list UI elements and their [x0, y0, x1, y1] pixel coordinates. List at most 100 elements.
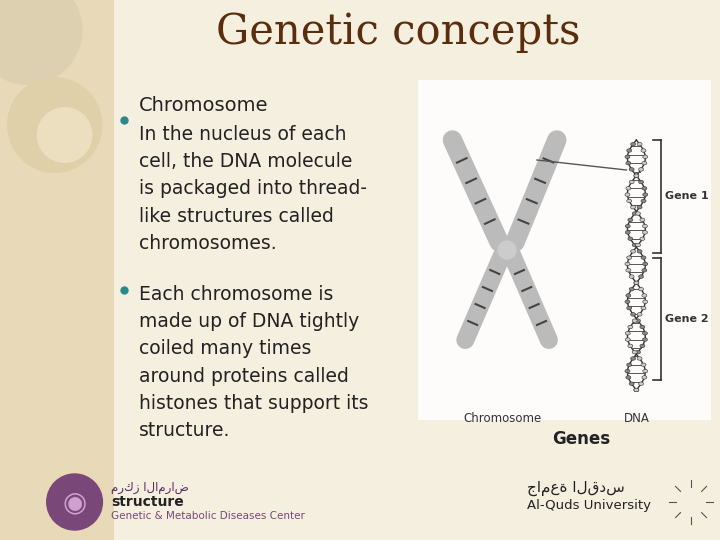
Ellipse shape: [641, 199, 646, 202]
Ellipse shape: [641, 306, 646, 310]
Ellipse shape: [636, 212, 641, 215]
Text: Chromosome: Chromosome: [463, 412, 541, 425]
Text: structure: structure: [112, 495, 184, 509]
Ellipse shape: [632, 212, 637, 215]
Bar: [418, 80, 711, 420]
Ellipse shape: [629, 275, 634, 278]
Ellipse shape: [642, 161, 647, 165]
Ellipse shape: [632, 244, 637, 247]
Ellipse shape: [625, 332, 630, 335]
Ellipse shape: [628, 237, 633, 240]
Ellipse shape: [643, 300, 648, 303]
Text: Each chromosome is
made up of DNA tightly
coiled many times
around proteins call: Each chromosome is made up of DNA tightl…: [139, 285, 369, 440]
Ellipse shape: [628, 325, 633, 329]
Ellipse shape: [631, 206, 636, 209]
Ellipse shape: [628, 344, 633, 348]
Ellipse shape: [625, 225, 630, 228]
Text: جامعة القدس: جامعة القدس: [527, 481, 625, 496]
Text: Gene 1: Gene 1: [665, 191, 708, 201]
Ellipse shape: [639, 167, 644, 171]
Ellipse shape: [636, 319, 641, 322]
Ellipse shape: [642, 294, 647, 297]
Ellipse shape: [625, 300, 630, 303]
Ellipse shape: [642, 376, 647, 379]
Ellipse shape: [628, 218, 633, 221]
Ellipse shape: [626, 268, 631, 272]
Circle shape: [37, 107, 92, 163]
Text: Genetic concepts: Genetic concepts: [215, 11, 580, 53]
Ellipse shape: [643, 262, 648, 266]
Ellipse shape: [631, 143, 636, 146]
Text: DNA: DNA: [624, 412, 649, 425]
Text: ◉: ◉: [63, 488, 86, 516]
Ellipse shape: [641, 148, 646, 152]
Ellipse shape: [641, 363, 646, 367]
Ellipse shape: [640, 344, 645, 348]
Ellipse shape: [631, 357, 636, 360]
Ellipse shape: [634, 281, 639, 285]
Ellipse shape: [642, 332, 647, 335]
Ellipse shape: [636, 350, 641, 354]
Ellipse shape: [639, 287, 644, 291]
Ellipse shape: [625, 369, 630, 373]
Text: Genetic & Metabolic Diseases Center: Genetic & Metabolic Diseases Center: [112, 511, 305, 521]
Ellipse shape: [626, 294, 631, 297]
Ellipse shape: [626, 199, 631, 202]
Ellipse shape: [639, 382, 644, 386]
Ellipse shape: [634, 388, 639, 392]
Circle shape: [0, 0, 83, 85]
Ellipse shape: [626, 363, 631, 367]
Ellipse shape: [637, 249, 642, 253]
Ellipse shape: [642, 338, 647, 341]
Text: In the nucleus of each
cell, the DNA molecule
is packaged into thread-
like stru: In the nucleus of each cell, the DNA mol…: [139, 125, 367, 253]
Ellipse shape: [637, 143, 642, 146]
Bar: [0, 0, 114, 540]
Circle shape: [498, 241, 516, 259]
Ellipse shape: [634, 174, 639, 178]
Circle shape: [7, 77, 102, 173]
Ellipse shape: [629, 167, 634, 171]
Ellipse shape: [637, 313, 642, 316]
Text: Al-Quds University: Al-Quds University: [527, 498, 651, 511]
Text: Chromosome: Chromosome: [139, 96, 269, 115]
Ellipse shape: [632, 350, 637, 354]
Ellipse shape: [625, 231, 630, 234]
Ellipse shape: [634, 174, 639, 178]
Ellipse shape: [631, 249, 636, 253]
Text: مركز الامراض: مركز الامراض: [112, 482, 189, 495]
Ellipse shape: [640, 325, 645, 329]
Ellipse shape: [625, 155, 630, 159]
Ellipse shape: [626, 186, 631, 190]
Ellipse shape: [643, 155, 648, 159]
Ellipse shape: [640, 218, 645, 221]
Ellipse shape: [636, 244, 641, 247]
Ellipse shape: [640, 237, 645, 240]
Ellipse shape: [634, 281, 639, 285]
Ellipse shape: [626, 256, 631, 259]
Ellipse shape: [639, 180, 644, 184]
Ellipse shape: [637, 357, 642, 360]
Ellipse shape: [626, 161, 631, 165]
Ellipse shape: [625, 262, 630, 266]
Ellipse shape: [643, 369, 648, 373]
Ellipse shape: [632, 319, 637, 322]
Ellipse shape: [629, 382, 634, 386]
Ellipse shape: [643, 193, 648, 197]
Ellipse shape: [629, 287, 634, 291]
Ellipse shape: [625, 193, 630, 197]
Ellipse shape: [626, 148, 631, 152]
Text: Genes: Genes: [553, 430, 611, 448]
Ellipse shape: [625, 338, 630, 341]
Circle shape: [47, 474, 102, 530]
Ellipse shape: [626, 376, 631, 379]
Text: Gene 2: Gene 2: [665, 314, 708, 324]
Ellipse shape: [639, 275, 644, 278]
Ellipse shape: [626, 306, 631, 310]
Ellipse shape: [631, 313, 636, 316]
Ellipse shape: [642, 268, 647, 272]
Ellipse shape: [641, 256, 646, 259]
Ellipse shape: [642, 225, 647, 228]
Ellipse shape: [642, 231, 647, 234]
Ellipse shape: [634, 388, 639, 392]
Ellipse shape: [642, 186, 647, 190]
